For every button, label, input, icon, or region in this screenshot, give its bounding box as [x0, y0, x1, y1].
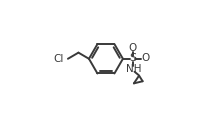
- Text: NH: NH: [126, 64, 141, 74]
- Text: Cl: Cl: [53, 54, 63, 64]
- Text: S: S: [129, 53, 137, 64]
- Text: O: O: [129, 43, 137, 53]
- Text: O: O: [141, 53, 150, 64]
